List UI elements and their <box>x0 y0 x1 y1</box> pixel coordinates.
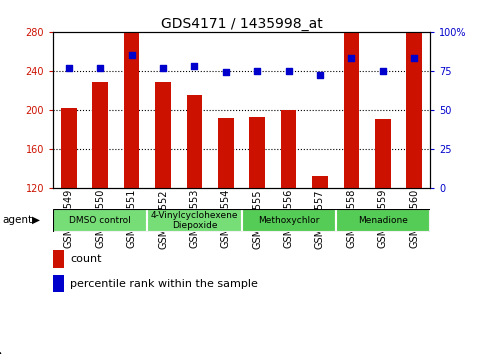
Text: Menadione: Menadione <box>358 216 408 225</box>
Text: agent: agent <box>2 215 32 225</box>
Point <box>411 56 418 61</box>
Bar <box>53 250 64 268</box>
Point <box>65 65 73 70</box>
Text: 4-Vinylcyclohexene
Diepoxide: 4-Vinylcyclohexene Diepoxide <box>151 211 238 230</box>
Text: Methoxychlor: Methoxychlor <box>258 216 319 225</box>
Text: count: count <box>70 254 101 264</box>
Bar <box>155 82 171 188</box>
Point <box>97 65 104 70</box>
Point <box>316 73 324 78</box>
Point <box>253 68 261 74</box>
Bar <box>124 32 140 188</box>
Point <box>222 69 230 75</box>
Bar <box>336 209 430 232</box>
Bar <box>281 110 297 188</box>
Text: ▶: ▶ <box>32 215 41 225</box>
Bar <box>312 176 328 188</box>
Point <box>348 56 355 61</box>
Bar <box>53 275 64 292</box>
Point <box>191 63 199 69</box>
Bar <box>343 32 359 188</box>
Bar <box>92 82 108 188</box>
Bar <box>249 116 265 188</box>
Bar <box>375 119 391 188</box>
Text: DMSO control: DMSO control <box>70 216 131 225</box>
Title: GDS4171 / 1435998_at: GDS4171 / 1435998_at <box>161 17 322 31</box>
Bar <box>406 32 422 188</box>
Bar <box>147 209 242 232</box>
Bar <box>61 108 77 188</box>
Point <box>379 68 387 74</box>
Bar <box>53 209 147 232</box>
Point <box>159 65 167 70</box>
Bar <box>218 118 234 188</box>
Text: percentile rank within the sample: percentile rank within the sample <box>70 279 258 289</box>
Bar <box>242 209 336 232</box>
Point <box>285 68 293 74</box>
Bar <box>186 95 202 188</box>
Point <box>128 52 135 58</box>
